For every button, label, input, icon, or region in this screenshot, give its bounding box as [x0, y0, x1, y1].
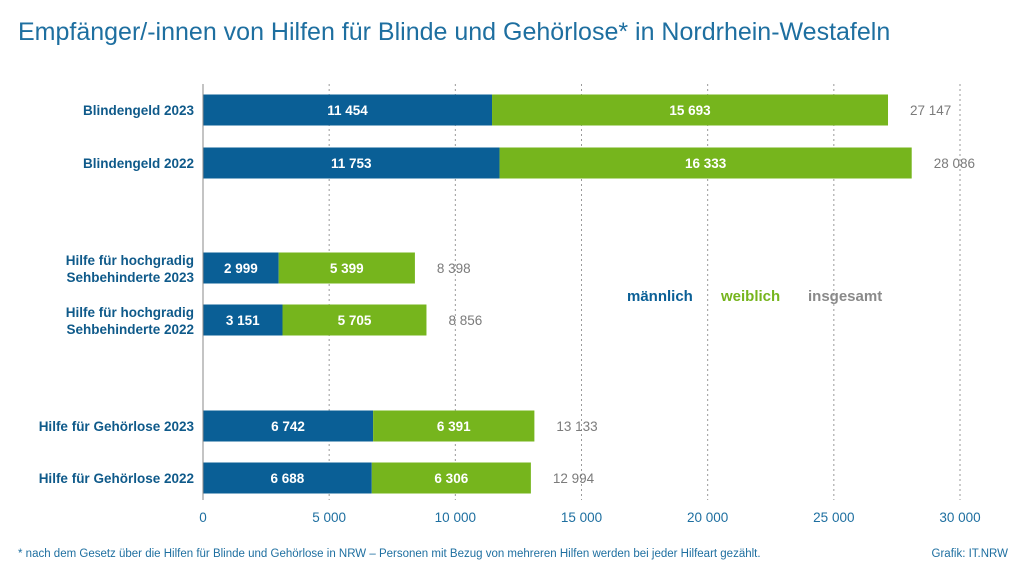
- legend-entry: weiblich: [720, 288, 780, 305]
- bar-segment-weiblich: [282, 304, 427, 336]
- bar-value-label: 15 693: [669, 103, 711, 118]
- total-value-label: 28 086: [934, 156, 975, 171]
- category-label: Sehbehinderte 2023: [66, 270, 194, 285]
- category-label: Hilfe für hochgradig: [66, 305, 194, 320]
- bar-value-label: 6 391: [437, 419, 471, 434]
- bar-value-label: 11 454: [327, 103, 368, 118]
- x-tick-label: 20 000: [687, 510, 728, 525]
- bar-segment-maennlich: [203, 462, 372, 494]
- x-tick-label: 15 000: [561, 510, 602, 525]
- bar-value-label: 6 742: [271, 419, 305, 434]
- bar-segment-weiblich: [499, 147, 912, 179]
- bar-value-label: 5 705: [338, 313, 372, 328]
- total-value-label: 12 994: [553, 471, 595, 486]
- category-label: Sehbehinderte 2022: [66, 322, 194, 337]
- x-tick-label: 10 000: [435, 510, 476, 525]
- bar-value-label: 3 151: [226, 313, 260, 328]
- category-label: Hilfe für Gehörlose 2023: [39, 419, 195, 434]
- total-value-label: 13 133: [556, 419, 597, 434]
- x-tick-label: 0: [199, 510, 207, 525]
- x-tick-label: 30 000: [939, 510, 980, 525]
- category-label: Hilfe für hochgradig: [66, 253, 194, 268]
- legend: männlich weiblich insgesamt: [627, 288, 882, 305]
- x-tick-label: 25 000: [813, 510, 854, 525]
- bar-segment-weiblich: [371, 462, 531, 494]
- category-label: Blindengeld 2022: [83, 156, 194, 171]
- bar-value-label: 5 399: [330, 261, 364, 276]
- x-tick-label: 5 000: [312, 510, 346, 525]
- legend-entry: männlich: [627, 288, 693, 305]
- chart-title: Empfänger/-innen von Hilfen für Blinde u…: [18, 18, 891, 46]
- category-labels: Blindengeld 2023 Blindengeld 2022 Hilfe fü…: [39, 103, 195, 486]
- total-value-label: 8 856: [448, 313, 482, 328]
- bar-segment-maennlich: [203, 147, 500, 179]
- bar-segment-maennlich: [203, 410, 374, 442]
- bar-segment-weiblich: [278, 252, 415, 284]
- legend-entry: insgesamt: [808, 288, 882, 305]
- source-credit: Grafik: IT.NRW: [931, 548, 1008, 560]
- bars: 11 454 15 693 27 147 11 753 16 333 28 086 2 99…: [203, 94, 975, 494]
- bar-value-label: 2 999: [224, 261, 258, 276]
- bar-value-label: 6 306: [434, 471, 468, 486]
- category-label: Hilfe für Gehörlose 2022: [39, 471, 194, 486]
- total-value-label: 8 398: [437, 261, 471, 276]
- bar-segment-weiblich: [492, 94, 889, 126]
- bar-value-label: 16 333: [685, 156, 727, 171]
- bar-segment-maennlich: [203, 94, 493, 126]
- total-value-label: 27 147: [910, 103, 951, 118]
- bar-segment-weiblich: [373, 410, 535, 442]
- footnote: * nach dem Gesetz über die Hilfen für Bl…: [18, 548, 761, 560]
- bar-value-label: 11 753: [331, 156, 372, 171]
- bar-segment-maennlich: [203, 252, 279, 284]
- category-label: Blindengeld 2023: [83, 103, 195, 118]
- bar-segment-maennlich: [203, 304, 283, 336]
- bar-value-label: 6 688: [270, 471, 304, 486]
- x-axis: 0 5 000 10 000 15 000 20 000 25 000 30 000: [199, 84, 981, 525]
